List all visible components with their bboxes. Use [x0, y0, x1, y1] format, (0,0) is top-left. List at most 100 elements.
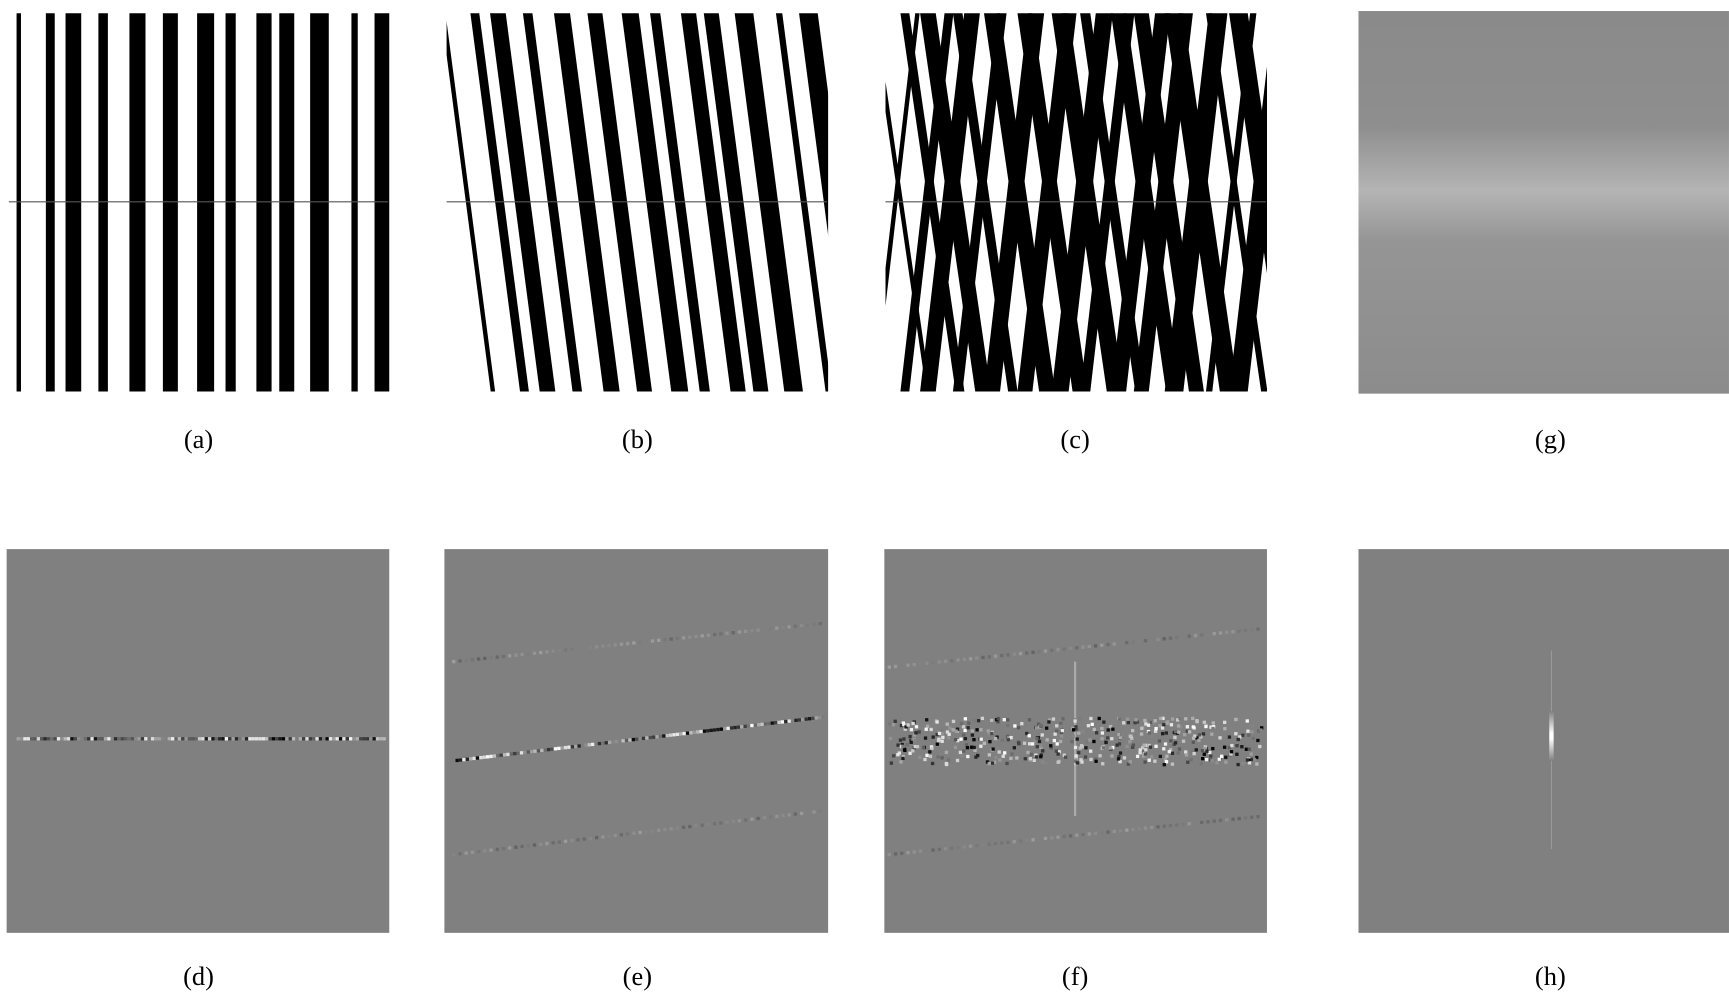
speck [527, 844, 530, 847]
speck [1213, 632, 1216, 635]
speck [774, 721, 777, 724]
speck [248, 737, 251, 740]
speck [174, 737, 177, 740]
speck [1250, 816, 1253, 819]
speck [645, 736, 648, 739]
speck [936, 755, 939, 758]
speck [819, 622, 822, 625]
speck [1081, 730, 1084, 733]
panel-h [1358, 549, 1728, 933]
speck [730, 726, 733, 729]
speck [956, 759, 959, 762]
speck [87, 737, 90, 740]
speck [486, 755, 489, 758]
speck [938, 848, 941, 851]
speck [1219, 631, 1222, 634]
speck [750, 724, 753, 727]
speck [581, 744, 584, 747]
speck [356, 737, 359, 740]
speck [1063, 647, 1066, 650]
speck [815, 716, 818, 719]
speck [688, 825, 691, 828]
speck [1241, 762, 1244, 765]
speck [971, 733, 974, 736]
speck [1052, 717, 1055, 720]
speck [1007, 738, 1010, 741]
speck [938, 660, 941, 663]
speck [1144, 639, 1147, 642]
speck [17, 737, 20, 740]
speck [1205, 758, 1208, 761]
speck [1197, 739, 1200, 742]
speck [908, 735, 911, 738]
speck [941, 736, 944, 739]
speck [994, 655, 997, 658]
speck [465, 659, 468, 662]
speck [894, 720, 897, 723]
speck [988, 843, 991, 846]
speck [1256, 815, 1259, 818]
speck [794, 812, 797, 815]
speck [1118, 717, 1121, 720]
speck [980, 738, 983, 741]
speck [1094, 832, 1097, 835]
speck [373, 737, 376, 740]
speck [963, 729, 966, 732]
speck [564, 746, 567, 749]
speck [477, 850, 480, 853]
speck [218, 737, 221, 740]
speck [574, 745, 577, 748]
speck [379, 737, 382, 740]
speck [1113, 830, 1116, 833]
speck [672, 733, 675, 736]
speck [716, 728, 719, 731]
speck [342, 737, 345, 740]
speck [1010, 752, 1013, 755]
speck [1203, 753, 1206, 756]
speck [1061, 729, 1064, 732]
speck [618, 740, 621, 743]
speck [1235, 753, 1238, 756]
speck [645, 640, 648, 643]
speck [37, 737, 40, 740]
speck [1089, 758, 1092, 761]
speck [1015, 756, 1018, 759]
speck [888, 722, 891, 725]
speck [238, 737, 241, 740]
speck [315, 737, 318, 740]
speck [946, 723, 949, 726]
speck [1038, 837, 1041, 840]
speck [23, 737, 26, 740]
speck [1169, 824, 1172, 827]
speck [1177, 724, 1180, 727]
speck [975, 728, 978, 731]
speck [808, 717, 811, 720]
speck [632, 641, 635, 644]
speck [1049, 744, 1052, 747]
speck [1077, 731, 1080, 734]
speck [894, 665, 897, 668]
speck [376, 737, 379, 740]
speck [57, 737, 60, 740]
speck [1192, 737, 1195, 740]
speck [198, 737, 201, 740]
speck [962, 749, 965, 752]
speck [1250, 752, 1253, 755]
speck [959, 737, 962, 740]
speck [1191, 717, 1194, 720]
speck [1164, 742, 1167, 745]
speck [570, 648, 573, 651]
speck [576, 647, 579, 650]
speck [1219, 819, 1222, 822]
speck [1061, 717, 1064, 720]
speck [988, 753, 991, 756]
speck [1206, 820, 1209, 823]
speck [520, 751, 523, 754]
speck [1209, 754, 1212, 757]
speck [1195, 748, 1198, 751]
speck [1210, 759, 1213, 762]
speck [950, 846, 953, 849]
speck [1013, 746, 1016, 749]
speck [962, 733, 965, 736]
speck [346, 737, 349, 740]
